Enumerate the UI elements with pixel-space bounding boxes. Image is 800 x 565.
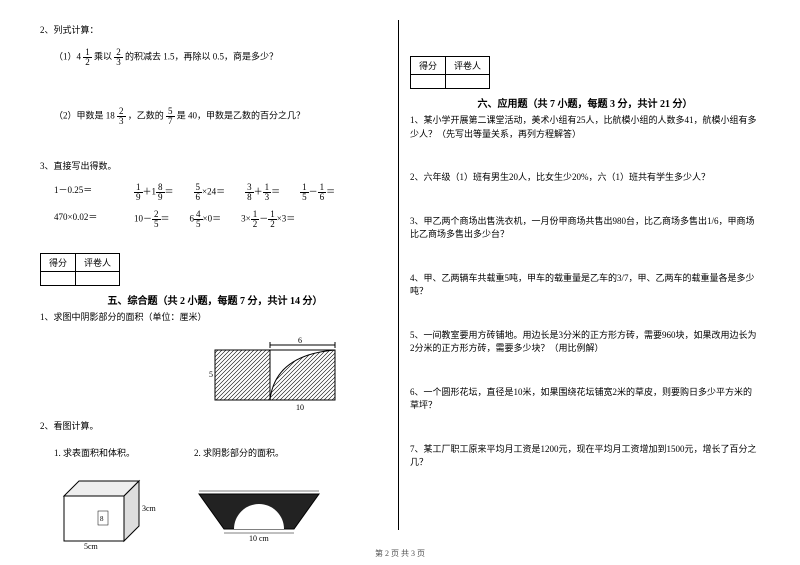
s6-q5: 5、一间教室要用方砖铺地。用边长是3分米的正方形方砖，需要960块，如果改用边长… bbox=[410, 329, 760, 356]
sub1-text: 1. 求表面积和体积。 bbox=[54, 447, 164, 461]
s6-q6: 6、一个圆形花坛，直径是10米，如果围绕花坛铺宽2米的草皮，则要购日多少平方米的… bbox=[410, 386, 760, 413]
svg-text:10 cm: 10 cm bbox=[249, 534, 270, 543]
text: 乘以 bbox=[94, 51, 112, 61]
text: 的积减去 1.5，再除以 0.5，商是多少？ bbox=[125, 51, 278, 61]
text: （2）甲数是 18 bbox=[54, 110, 115, 120]
s6-q1: 1、某小学开展第二课堂活动，美术小组有25人，比航模小组的人数多41，航模小组有… bbox=[410, 114, 760, 141]
calc-row-1: 1－0.25＝ 19＋189＝ 56×24＝ 38＋13＝ 15－16＝ bbox=[54, 183, 390, 202]
s5-q2: 2、看图计算。 bbox=[40, 420, 390, 434]
calc-item: 19＋189＝ bbox=[134, 183, 174, 202]
figure-row: 1. 求表面积和体积。 8 3cm 5cm 2. 求阴影部分的面积。 bbox=[54, 443, 390, 553]
page-footer: 第 2 页 共 3 页 bbox=[0, 548, 800, 559]
score-label: 得分 bbox=[411, 57, 446, 75]
q2-part2: （2）甲数是 18 23 ，乙数的 57 是 40，甲数是乙数的百分之几？ bbox=[54, 107, 390, 126]
section-6-title: 六、应用题（共 7 小题，每题 3 分，共计 21 分） bbox=[410, 95, 760, 110]
calc-item: 1－0.25＝ bbox=[54, 183, 114, 202]
dim-label: 10 bbox=[296, 403, 304, 412]
shaded-figure-icon: 6 5 bbox=[205, 335, 345, 405]
figure-1: 6 5 10 bbox=[160, 335, 390, 416]
score-box: 得分评卷人 bbox=[40, 253, 120, 286]
q2-title: 2、列式计算： bbox=[40, 24, 390, 38]
text: ，乙数的 bbox=[128, 110, 164, 120]
calc-item: 15－16＝ bbox=[300, 183, 335, 202]
calc-item: 645×0＝ bbox=[190, 210, 222, 229]
calc-item: 56×24＝ bbox=[194, 183, 226, 202]
q2-part1: （1）4 12 乘以 23 的积减去 1.5，再除以 0.5，商是多少？ bbox=[54, 48, 390, 67]
calc-row-2: 470×0.02＝ 10－25＝ 645×0＝ 3×12－12×3＝ bbox=[54, 210, 390, 229]
column-divider bbox=[398, 20, 399, 530]
calc-item: 38＋13＝ bbox=[245, 183, 280, 202]
calc-item: 470×0.02＝ bbox=[54, 210, 114, 229]
calc-item: 10－25＝ bbox=[134, 210, 170, 229]
svg-text:15 cm: 15 cm bbox=[249, 489, 270, 491]
score-label: 得分 bbox=[41, 254, 76, 272]
right-column: 得分评卷人 六、应用题（共 7 小题，每题 3 分，共计 21 分） 1、某小学… bbox=[400, 20, 770, 555]
sub-q2: 2. 求阴影部分的面积。 15 cm 10 cm bbox=[194, 443, 324, 546]
svg-text:8: 8 bbox=[100, 515, 104, 523]
fraction: 12 bbox=[83, 48, 92, 67]
grader-label: 评卷人 bbox=[76, 254, 120, 272]
score-box: 得分评卷人 bbox=[410, 56, 490, 89]
fraction: 57 bbox=[166, 107, 175, 126]
cuboid-icon: 8 3cm 5cm bbox=[54, 471, 164, 551]
text: 是 40，甲数是乙数的百分之几？ bbox=[177, 110, 305, 120]
text: （1）4 bbox=[54, 51, 81, 61]
arch-icon: 15 cm 10 cm bbox=[194, 489, 324, 544]
sub2-text: 2. 求阴影部分的面积。 bbox=[194, 447, 324, 461]
calc-item: 3×12－12×3＝ bbox=[241, 210, 295, 229]
s6-q2: 2、六年级（1）班有男生20人，比女生少20%，六（1）班共有学生多少人？ bbox=[410, 171, 760, 185]
fraction: 23 bbox=[114, 48, 123, 67]
svg-text:5: 5 bbox=[209, 370, 213, 379]
fraction: 23 bbox=[117, 107, 126, 126]
svg-text:6: 6 bbox=[298, 336, 302, 345]
grader-label: 评卷人 bbox=[446, 57, 490, 75]
section-5-title: 五、综合题（共 2 小题，每题 7 分，共计 14 分） bbox=[40, 292, 390, 307]
s6-q3: 3、甲乙两个商场出售洗衣机，一月份甲商场共售出980台，比乙商场多售出1/6，甲… bbox=[410, 215, 760, 242]
left-column: 2、列式计算： （1）4 12 乘以 23 的积减去 1.5，再除以 0.5，商… bbox=[30, 20, 400, 555]
s5-q1: 1、求图中阴影部分的面积（单位：厘米） bbox=[40, 311, 390, 325]
q3-title: 3、直接写出得数。 bbox=[40, 160, 390, 174]
s6-q4: 4、甲、乙两辆车共载重5吨，甲车的载重量是乙车的3/7，甲、乙两车的载重量各是多… bbox=[410, 272, 760, 299]
s6-q7: 7、某工厂职工原来平均月工资是1200元，现在平均月工资增加到1500元，增长了… bbox=[410, 443, 760, 470]
sub-q1: 1. 求表面积和体积。 8 3cm 5cm bbox=[54, 443, 164, 553]
svg-text:3cm: 3cm bbox=[142, 504, 157, 513]
